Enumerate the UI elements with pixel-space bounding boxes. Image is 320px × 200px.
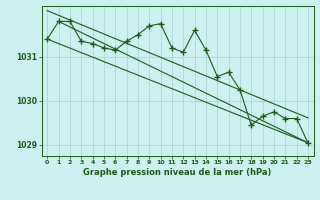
X-axis label: Graphe pression niveau de la mer (hPa): Graphe pression niveau de la mer (hPa) bbox=[84, 168, 272, 177]
